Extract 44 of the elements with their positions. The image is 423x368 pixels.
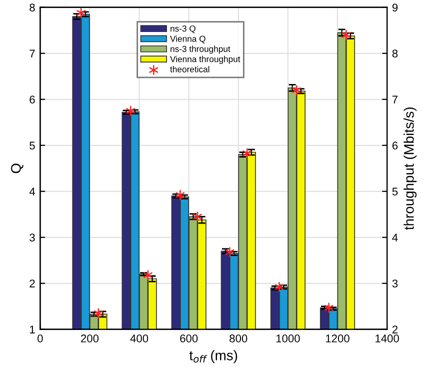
y2-tick-label: 2 — [392, 326, 398, 334]
x-tick-label: 200 — [81, 334, 99, 342]
point — [274, 282, 284, 292]
y-tick-label: 7 — [30, 50, 35, 58]
point — [126, 106, 136, 116]
y-tick-label: 1 — [30, 326, 35, 334]
x-tick-label: 1000 — [276, 334, 300, 342]
y2-tick-label: 5 — [392, 188, 398, 196]
point — [94, 308, 103, 318]
point — [193, 212, 202, 222]
y2-axis-title: throughput (Mbits/s) — [404, 107, 417, 230]
x-tick-label: 800 — [230, 334, 248, 342]
y-tick-label: 4 — [29, 188, 35, 196]
y-tick-label: 8 — [30, 4, 35, 12]
point — [176, 190, 185, 200]
x-tick-label: 600 — [180, 334, 198, 342]
point — [292, 85, 302, 96]
y-tick-label: 6 — [30, 96, 35, 104]
y2-tick-label: 4 — [392, 234, 398, 242]
point — [242, 148, 252, 158]
legend-label: ns-3 throughput — [170, 46, 230, 54]
legend-label: Vienna throughput — [170, 56, 240, 64]
x-tick-label: 0 — [38, 334, 43, 342]
legend-label: Vienna Q — [170, 35, 206, 44]
y2-tick-label: 9 — [392, 4, 398, 12]
y2-tick-label: 6 — [392, 142, 398, 150]
y2-tick-label: 8 — [392, 50, 398, 58]
y-tick-label: 3 — [30, 234, 35, 242]
legend-label: theoretical — [170, 66, 210, 72]
point — [144, 270, 152, 280]
y-axis-title: Q — [11, 164, 24, 174]
x-tick-label: 1200 — [326, 334, 350, 342]
x-axis-title: t$_{off}$ (ms) — [189, 350, 238, 364]
x-tick-label: 1400 — [376, 334, 399, 342]
y2-tick-label: 3 — [392, 280, 398, 288]
y-tick-label: 2 — [30, 280, 35, 288]
y-tick-label: 5 — [30, 142, 35, 150]
point — [342, 30, 351, 40]
point — [324, 302, 334, 313]
x-tick-label: 400 — [130, 334, 148, 342]
y2-tick-label: 7 — [392, 96, 398, 104]
point — [225, 247, 234, 258]
legend-label: ns-3 Q — [170, 26, 196, 34]
point — [76, 8, 86, 18]
